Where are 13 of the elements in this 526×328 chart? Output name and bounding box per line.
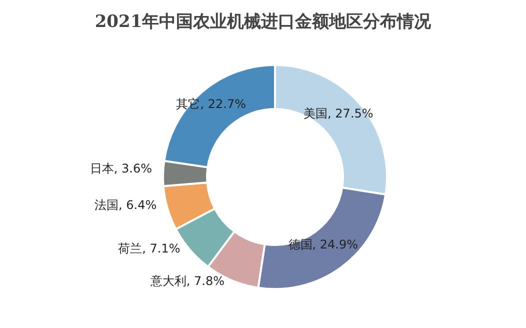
data-label: , 3.6%	[114, 161, 152, 176]
slice-label: 日本	[90, 161, 114, 176]
slice-label: 意大利	[149, 274, 186, 288]
data-label: , 7.8%	[186, 274, 224, 288]
chart-title: 2021年中国农业机械进口金额地区分布情况	[94, 11, 432, 33]
data-label: , 6.4%	[118, 198, 157, 212]
slice-label: 荷兰	[118, 242, 142, 256]
data-label: , 7.1%	[142, 242, 180, 256]
data-label: , 24.9%	[312, 238, 358, 252]
slice-label: 美国	[304, 106, 328, 121]
slice-label: 法国	[94, 198, 119, 212]
data-label: , 27.5%	[328, 106, 374, 121]
data-label: , 22.7%	[200, 96, 246, 111]
